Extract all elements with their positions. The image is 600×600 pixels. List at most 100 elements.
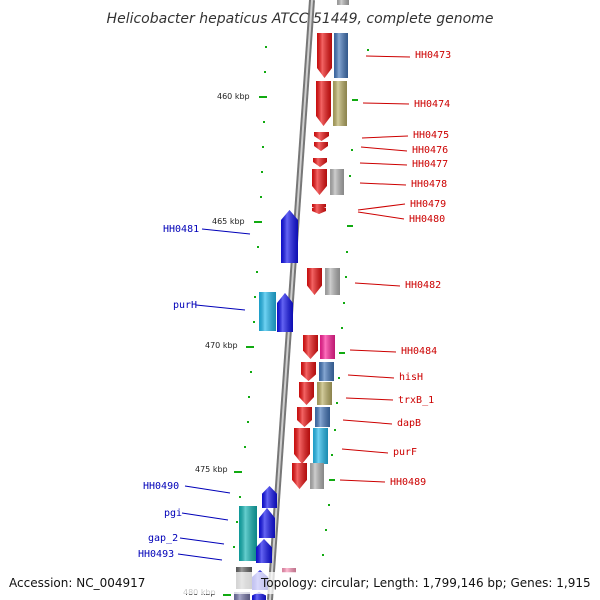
- scale-label-470: 470 kbp: [205, 341, 238, 350]
- gene-label-hish[interactable]: hisH: [399, 372, 423, 383]
- scale-tick-right-13: [331, 454, 333, 456]
- gene-hh0474-arrow[interactable]: [316, 81, 331, 126]
- gene-hh0477-arrow[interactable]: [313, 158, 327, 167]
- gene-label-hh0490[interactable]: HH0490: [143, 481, 179, 492]
- scale-label-465: 465 kbp: [212, 217, 245, 226]
- gene-label-hh0484[interactable]: HH0484: [401, 346, 437, 357]
- gene-trxb1-arrow[interactable]: [299, 382, 314, 405]
- gene-hish-arrow[interactable]: [301, 362, 316, 381]
- gene-hh0482-arrow[interactable]: [307, 268, 322, 295]
- connector-left-5: [177, 553, 223, 561]
- gene-purf-arrow[interactable]: [294, 428, 310, 464]
- left-gene-labels: HH0481 purH HH0490 pgi gap_2 HH0493: [138, 224, 199, 560]
- gene-label-purf[interactable]: purF: [393, 447, 417, 458]
- gene-trxb1-pair[interactable]: [317, 382, 332, 405]
- gene-pgi-pair[interactable]: [239, 506, 257, 561]
- gene-top-stub[interactable]: [337, 0, 349, 5]
- gene-hh0481-arrow[interactable]: [281, 210, 298, 263]
- connector-right-10: [347, 374, 395, 379]
- scale-tick-left-5: [261, 171, 263, 173]
- scale-tick-left-10: [254, 296, 256, 298]
- gene-hh0475-arrow[interactable]: [314, 132, 329, 141]
- gene-hh0473-arrow[interactable]: [317, 33, 332, 78]
- scale-tick-left-20: [233, 546, 235, 548]
- scale-tick-left-14: [248, 396, 250, 398]
- scale-tick-right-12: [334, 429, 336, 431]
- gene-purf-pair[interactable]: [313, 428, 328, 464]
- gene-hh0478-arrow[interactable]: [312, 169, 327, 195]
- gene-hh0474-pair[interactable]: [333, 81, 347, 126]
- gene-label-hh0473[interactable]: HH0473: [415, 50, 451, 61]
- scale-tick-left-4: [262, 146, 264, 148]
- scale-tick-left-18: [239, 496, 241, 498]
- gene-dapb-arrow[interactable]: [297, 407, 312, 427]
- gene-label-purh[interactable]: purH: [173, 300, 197, 311]
- gene-label-pgi[interactable]: pgi: [164, 508, 182, 519]
- gene-hh0478-pair[interactable]: [330, 169, 344, 195]
- connector-left-4: [179, 537, 225, 545]
- gene-label-hh0479[interactable]: HH0479: [410, 199, 446, 210]
- gene-hh0480-arrow[interactable]: [312, 208, 326, 214]
- gene-label-hh0477[interactable]: HH0477: [412, 159, 448, 170]
- gene-hh0484-pair[interactable]: [320, 335, 335, 359]
- scale-tick-right-11: [336, 402, 338, 404]
- scale-tick-right-3: [349, 175, 351, 177]
- connector-right-13: [341, 448, 389, 454]
- gene-hh0489-arrow[interactable]: [292, 463, 307, 489]
- gene-label-gap2[interactable]: gap_2: [148, 533, 178, 544]
- scale-label-475: 475 kbp: [195, 465, 228, 474]
- gene-label-hh0493[interactable]: HH0493: [138, 549, 174, 560]
- scale-tick-left-1: [264, 71, 266, 73]
- gene-hh0476-arrow[interactable]: [314, 142, 328, 151]
- connector-right-1: [362, 102, 410, 105]
- scale-tick-left-13: [250, 371, 252, 373]
- gene-label-hh0489[interactable]: HH0489: [390, 477, 426, 488]
- gene-hish-pair[interactable]: [319, 362, 334, 381]
- connector-right-7: [357, 211, 405, 220]
- gene-hh0484-arrow[interactable]: [303, 335, 318, 359]
- scale-tick-left-21: [223, 594, 231, 596]
- gene-hh0482-pair[interactable]: [325, 268, 340, 295]
- gene-small-pink[interactable]: [282, 568, 296, 573]
- gene-gap2-arrow[interactable]: [256, 539, 272, 563]
- scale-tick-left-6: [260, 196, 262, 198]
- map-title: Helicobacter hepaticus ATCC 51449, compl…: [107, 11, 494, 27]
- connector-left-1: [195, 304, 246, 311]
- gene-label-trxb1[interactable]: trxB_1: [398, 395, 434, 406]
- connector-left-2: [184, 485, 231, 494]
- connector-right-6: [357, 203, 406, 211]
- scale-tick-left-12: [246, 346, 254, 348]
- scale-tick-left-2: [259, 96, 267, 98]
- genome-backbone: [267, 0, 315, 600]
- scale-tick-right-14: [329, 479, 335, 481]
- gene-hh0473-pair[interactable]: [334, 33, 348, 78]
- scale-tick-right-9: [339, 352, 345, 354]
- gene-label-hh0480[interactable]: HH0480: [409, 214, 445, 225]
- scale-tick-right-5: [346, 251, 348, 253]
- connector-right-0: [365, 55, 411, 58]
- gene-purh-pair[interactable]: [259, 292, 276, 331]
- scale-tick-right-2: [351, 149, 353, 151]
- gene-label-hh0482[interactable]: HH0482: [405, 280, 441, 291]
- gene-label-hh0478[interactable]: HH0478: [411, 179, 447, 190]
- scale-tick-right-10: [338, 377, 340, 379]
- connector-left-3: [181, 512, 229, 521]
- footer-backdrop: [0, 572, 600, 594]
- scale-tick-left-11: [253, 321, 255, 323]
- gene-pgi-arrow[interactable]: [259, 508, 275, 538]
- scale-tick-left-9: [256, 271, 258, 273]
- gene-label-hh0476[interactable]: HH0476: [412, 145, 448, 156]
- gene-label-hh0475[interactable]: HH0475: [413, 130, 449, 141]
- gene-label-hh0481[interactable]: HH0481: [163, 224, 199, 235]
- gene-label-hh0474[interactable]: HH0474: [414, 99, 450, 110]
- scale-tick-left-15: [247, 421, 249, 423]
- gene-purh-arrow[interactable]: [277, 293, 293, 332]
- gene-hh0489-pair[interactable]: [310, 463, 324, 489]
- scale-tick-right-1: [352, 99, 358, 101]
- scale-tick-right-6: [345, 276, 347, 278]
- gene-hh0490-arrow[interactable]: [262, 486, 277, 508]
- gene-dapb-pair[interactable]: [315, 407, 330, 427]
- gene-label-dapb[interactable]: dapB: [397, 418, 421, 429]
- connector-right-12: [342, 419, 393, 425]
